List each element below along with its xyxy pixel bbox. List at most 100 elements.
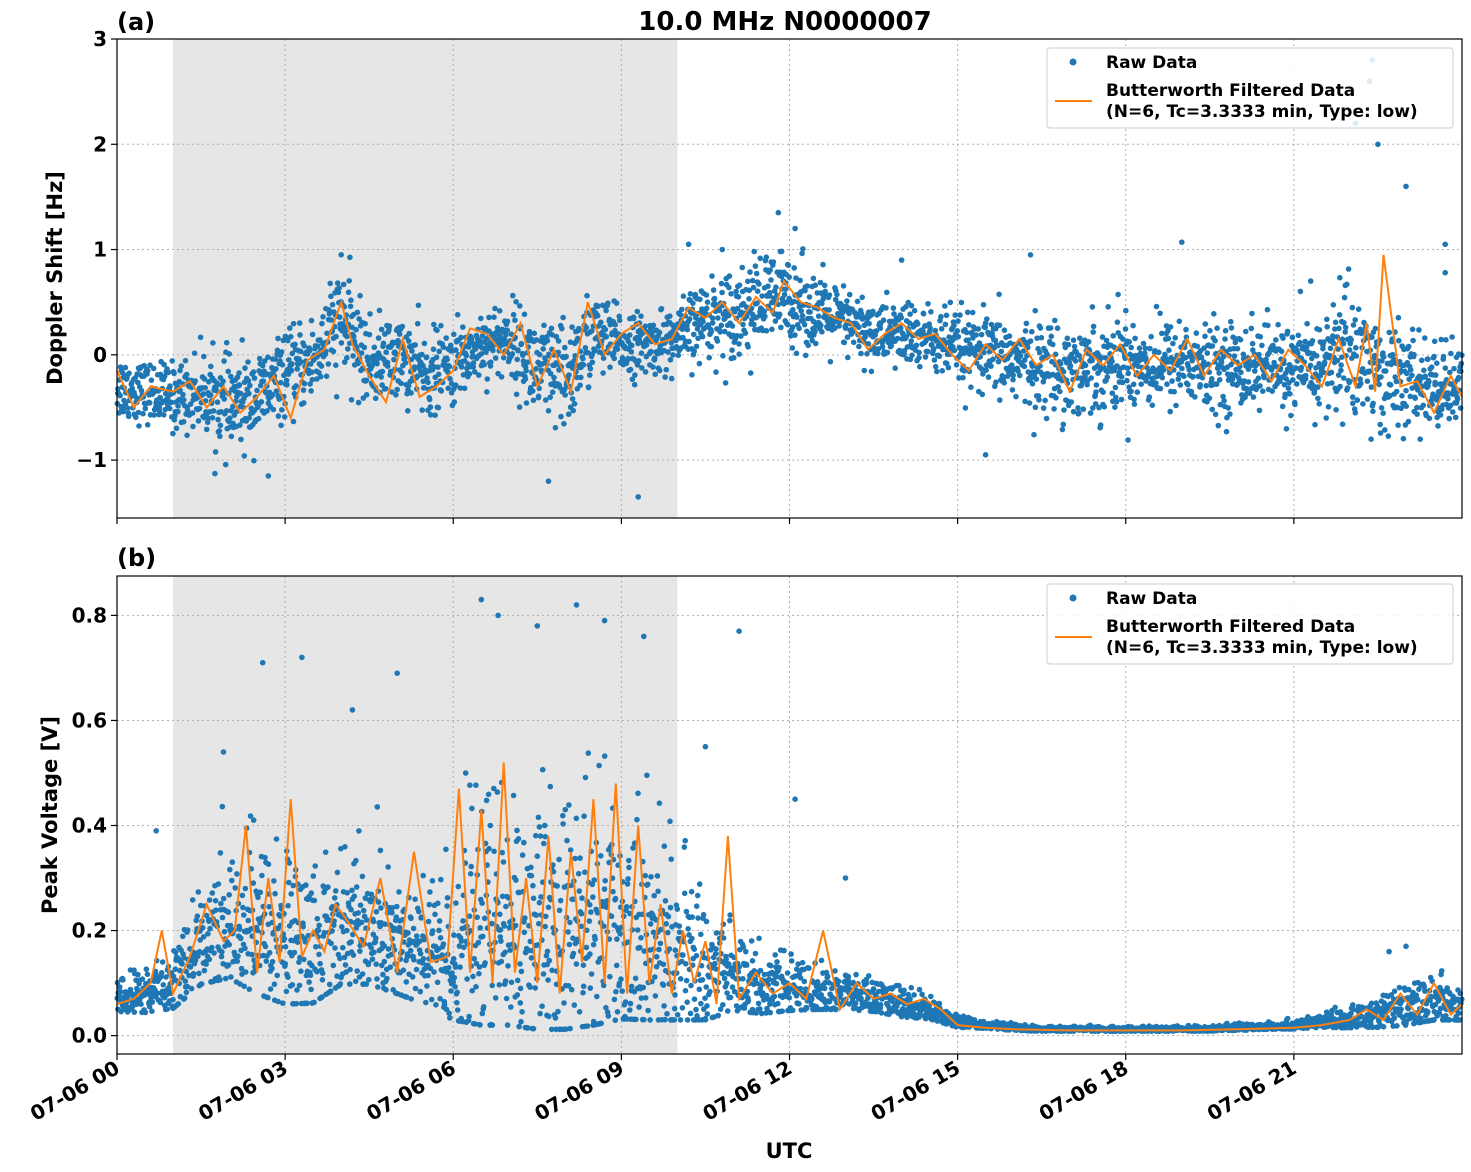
raw-data-point <box>1400 435 1407 442</box>
raw-data-point <box>1294 381 1300 387</box>
raw-data-point <box>1341 294 1348 301</box>
raw-data-point <box>1113 394 1119 401</box>
raw-data-point <box>183 371 190 378</box>
raw-data-point <box>656 946 662 953</box>
raw-data-point <box>703 984 709 990</box>
raw-data-point <box>162 390 169 397</box>
raw-data-point <box>474 914 481 921</box>
raw-data-point <box>215 881 222 887</box>
raw-data-point <box>317 960 323 967</box>
raw-data-point <box>635 494 641 500</box>
raw-data-point <box>419 960 426 966</box>
raw-data-point <box>820 261 826 268</box>
raw-data-point <box>309 369 315 376</box>
raw-data-point <box>444 903 450 909</box>
raw-data-point <box>280 1000 286 1006</box>
raw-data-point <box>145 367 151 374</box>
raw-data-point <box>117 989 124 995</box>
raw-data-point <box>1170 340 1176 347</box>
raw-data-point <box>776 311 783 318</box>
raw-data-point <box>1396 337 1402 344</box>
raw-data-point <box>571 401 578 407</box>
raw-data-point <box>1313 365 1319 371</box>
raw-data-point <box>934 368 940 375</box>
raw-data-point <box>549 389 556 396</box>
raw-data-point <box>444 356 451 363</box>
raw-data-point <box>1452 414 1459 421</box>
raw-data-point <box>480 1004 487 1010</box>
raw-data-point <box>650 322 657 329</box>
raw-data-point <box>1009 362 1015 368</box>
raw-data-point <box>315 927 322 934</box>
raw-data-point <box>1112 384 1119 391</box>
raw-data-point <box>700 911 707 918</box>
raw-data-point <box>250 817 257 823</box>
raw-data-point <box>389 905 396 911</box>
raw-data-point <box>954 328 961 334</box>
raw-data-point <box>630 315 637 322</box>
raw-data-point <box>768 962 774 969</box>
raw-data-point <box>1399 393 1405 399</box>
raw-data-point <box>1098 354 1104 361</box>
raw-data-point <box>1339 336 1346 343</box>
raw-data-point <box>296 982 303 989</box>
raw-data-point <box>543 952 550 959</box>
raw-data-point <box>468 335 475 342</box>
raw-data-point <box>772 318 779 324</box>
raw-data-point <box>773 980 780 987</box>
raw-data-point <box>715 315 721 321</box>
raw-data-point <box>213 387 220 394</box>
raw-data-point <box>212 449 219 455</box>
panel-a-label: (a) <box>117 8 155 36</box>
raw-data-point <box>265 861 272 867</box>
raw-data-point <box>1068 399 1075 405</box>
raw-data-point <box>1339 421 1346 428</box>
raw-data-point <box>608 913 615 920</box>
raw-data-point <box>565 929 571 935</box>
raw-data-point <box>359 919 365 926</box>
raw-data-point <box>573 961 580 967</box>
raw-data-point <box>566 802 572 808</box>
raw-data-point <box>139 976 146 982</box>
raw-data-point <box>951 322 957 329</box>
raw-data-point <box>942 303 948 309</box>
raw-data-point <box>371 949 377 956</box>
raw-data-point <box>773 973 780 980</box>
raw-data-point <box>1403 370 1410 377</box>
raw-data-point <box>1382 427 1388 433</box>
raw-data-point <box>992 337 999 344</box>
raw-data-point <box>632 975 639 982</box>
raw-data-point <box>120 408 126 415</box>
raw-data-point <box>719 246 726 253</box>
raw-data-point <box>652 371 658 378</box>
raw-data-point <box>437 995 443 1002</box>
raw-data-point <box>200 391 207 397</box>
raw-data-point <box>521 311 528 318</box>
raw-data-point <box>232 885 238 891</box>
raw-data-point <box>282 333 289 340</box>
raw-data-point <box>729 984 736 990</box>
raw-data-point <box>309 331 316 338</box>
raw-data-point <box>580 355 586 362</box>
raw-data-point <box>1016 372 1023 379</box>
raw-data-point <box>156 409 163 415</box>
raw-data-point <box>907 311 913 318</box>
raw-data-point <box>1368 436 1374 443</box>
raw-data-point <box>427 889 433 895</box>
raw-data-point <box>504 327 511 334</box>
raw-data-point <box>1125 370 1132 377</box>
panel-a-shaded-region <box>173 39 678 518</box>
raw-data-point <box>143 966 150 972</box>
raw-data-point <box>479 900 485 906</box>
raw-data-point <box>501 336 508 343</box>
raw-data-point <box>639 365 645 371</box>
raw-data-point <box>1417 436 1423 443</box>
raw-data-point <box>209 944 215 951</box>
raw-data-point <box>201 353 207 360</box>
raw-data-point <box>344 333 350 340</box>
raw-data-point <box>568 986 575 993</box>
raw-data-point <box>349 887 355 894</box>
raw-data-point <box>275 998 281 1005</box>
raw-data-point <box>674 906 681 912</box>
raw-data-point <box>585 349 591 356</box>
